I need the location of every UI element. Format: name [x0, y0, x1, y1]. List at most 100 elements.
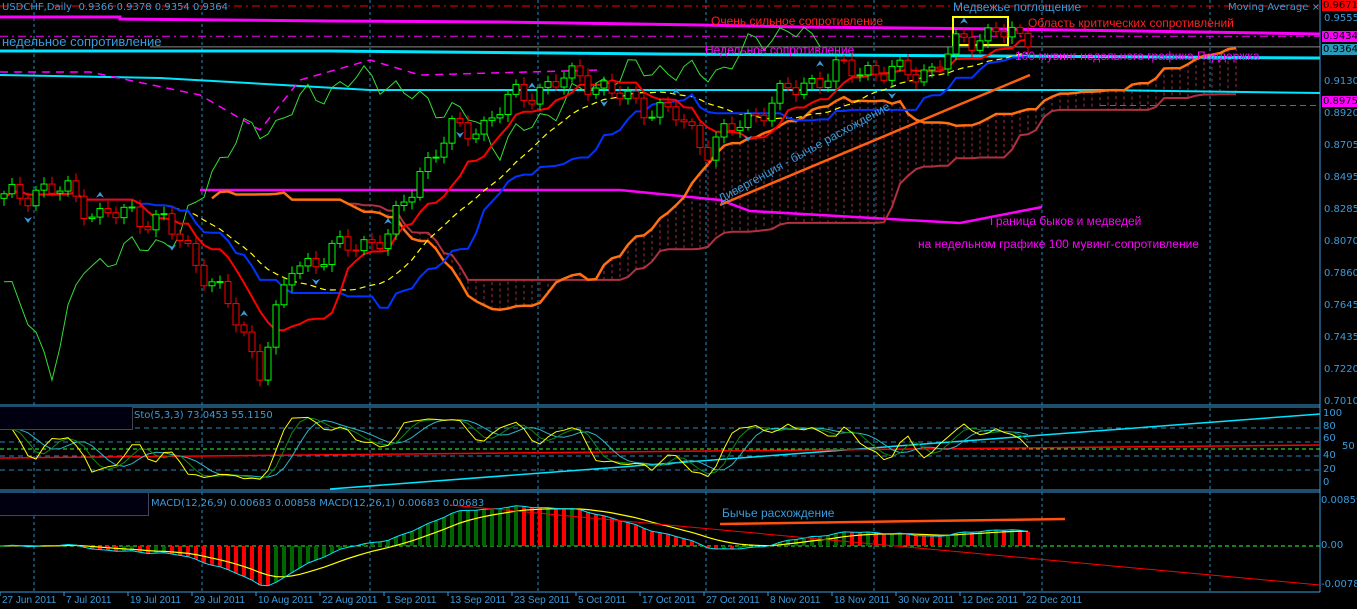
ohlc-readout: 0.9366 0.9378 0.9354 0.9364 — [78, 2, 228, 13]
annotation: недельное сопротивление — [2, 34, 162, 49]
macd-bar — [1026, 531, 1030, 546]
y-tick-label: 0.7435 — [1324, 331, 1357, 343]
fractal-arrow-icon — [744, 135, 752, 142]
macd-bar — [914, 535, 918, 546]
x-tick-label: 19 Jul 2011 — [130, 595, 181, 606]
candle — [504, 93, 512, 116]
candle — [64, 180, 72, 192]
candle — [384, 233, 392, 250]
close-icon[interactable]: × — [1311, 2, 1320, 13]
macd-bar — [906, 534, 910, 546]
macd-bar — [218, 546, 222, 567]
macd-bar — [450, 513, 454, 546]
candle — [464, 122, 472, 140]
x-tick-label: 23 Sep 2011 — [514, 595, 570, 606]
y-tick-label: 0.9130 — [1324, 76, 1357, 88]
macd-bar — [514, 505, 518, 546]
candle — [368, 239, 376, 244]
price-tag: 0.9364 — [1322, 44, 1357, 55]
candle — [440, 142, 448, 158]
candle — [128, 206, 136, 209]
macd-bar — [1018, 530, 1022, 546]
candle — [864, 65, 872, 76]
macd-tick-label: 0.00 — [1321, 540, 1344, 551]
macd-bar — [962, 532, 966, 546]
x-tick-label: 5 Oct 2011 — [578, 595, 627, 606]
macd-bar — [322, 546, 326, 558]
fractal-arrow-icon — [312, 278, 320, 285]
candle — [424, 157, 432, 173]
candle — [1000, 31, 1008, 38]
macd-bar — [162, 546, 166, 553]
macd-bar — [882, 533, 886, 546]
annotation: на недельном графике 100 мувинг-сопротив… — [918, 237, 1199, 251]
macd-bar — [170, 546, 174, 554]
y-tick-label: 0.8920 — [1324, 108, 1357, 119]
candle — [728, 123, 736, 131]
weekly-ma-line — [0, 15, 1321, 36]
candle — [264, 346, 272, 381]
candle — [216, 281, 224, 284]
stoch-tick-label: 80 — [1323, 421, 1336, 432]
candle — [680, 119, 688, 123]
macd-bar — [954, 533, 958, 546]
candle — [312, 257, 320, 268]
macd-bar — [842, 531, 846, 546]
macd-bar — [202, 546, 206, 563]
macd-bar — [82, 546, 86, 548]
macd-bar — [178, 546, 182, 556]
x-tick-label: 13 Sep 2011 — [450, 595, 506, 606]
macd-bar — [290, 546, 294, 573]
x-tick-label: 7 Jul 2011 — [66, 595, 112, 606]
macd-bar — [266, 546, 270, 586]
candle — [992, 27, 1000, 33]
candle — [80, 195, 88, 220]
macd-bar — [394, 536, 398, 546]
annotation: Очень сильное сопротивление — [711, 14, 884, 28]
candle — [712, 136, 720, 161]
candle — [528, 99, 536, 105]
x-tick-label: 10 Aug 2011 — [258, 595, 314, 606]
stoch-main — [3, 416, 1029, 480]
indicator-label[interactable]: Moving Average × — [1228, 2, 1320, 14]
stoch-tick-label: 60 — [1323, 433, 1336, 444]
candle — [520, 83, 528, 101]
candle — [624, 90, 632, 100]
candle — [976, 40, 984, 51]
macd-bar — [234, 546, 238, 574]
candle — [936, 66, 944, 70]
macd-bar — [578, 509, 582, 546]
candle — [88, 216, 96, 220]
fractal-arrow-icon — [816, 60, 824, 67]
macd-bar — [242, 546, 246, 577]
y-tick-label: 0.7645 — [1324, 300, 1357, 312]
macd-bar — [738, 546, 742, 549]
fractal-arrow-icon — [24, 217, 32, 224]
fractal-arrow-icon — [456, 131, 464, 138]
macd-bar — [866, 532, 870, 546]
macd-bar — [554, 508, 558, 546]
macd-bar — [618, 520, 622, 546]
candle — [744, 113, 752, 128]
fractal-arrow-icon — [888, 92, 896, 99]
candle — [608, 80, 616, 94]
fractal-arrow-icon — [168, 244, 176, 251]
fractal-arrow-icon — [528, 82, 536, 89]
y-tick-label: 0.7860 — [1324, 267, 1357, 279]
candle — [8, 183, 16, 195]
candle — [664, 102, 672, 108]
x-tick-label: 22 Dec 2011 — [1026, 595, 1082, 606]
senkou-span-a — [211, 46, 1237, 311]
macd-bar — [706, 546, 710, 548]
macd-bar — [370, 542, 374, 546]
candle — [856, 74, 864, 77]
candle — [0, 193, 8, 199]
stoch-trendline-red — [0, 444, 1321, 459]
candle — [768, 102, 776, 122]
candle — [952, 33, 960, 55]
fractal-arrow-icon — [96, 191, 104, 198]
macd-bar — [466, 510, 470, 546]
candle — [512, 83, 520, 95]
macd-bar — [642, 528, 646, 546]
stoch-tick-label: 0 — [1323, 477, 1330, 488]
